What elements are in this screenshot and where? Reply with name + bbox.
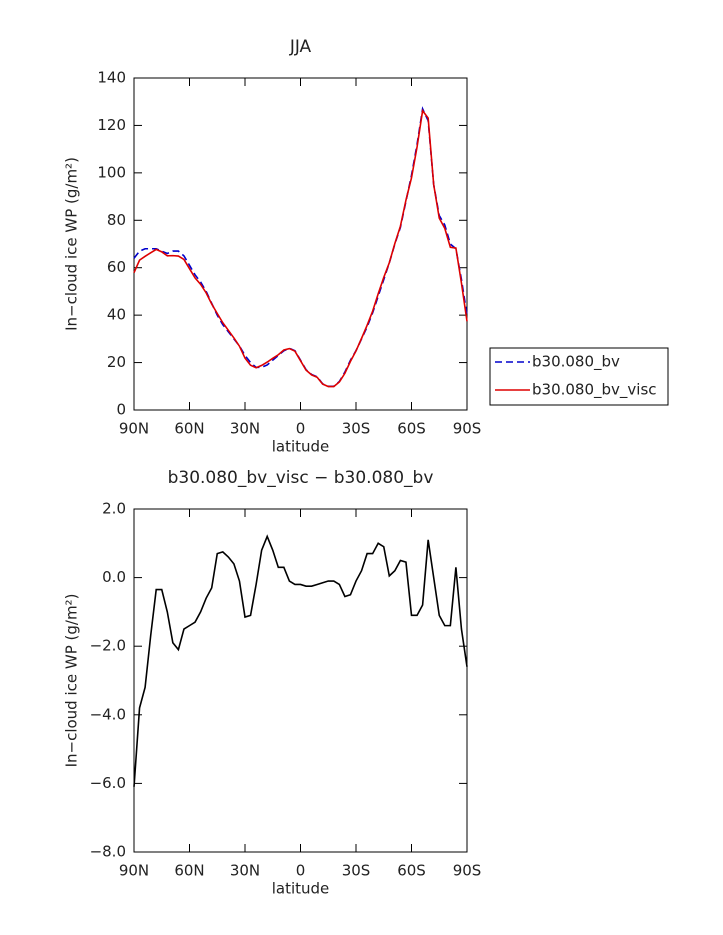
x-axis-label: latitude xyxy=(272,880,330,898)
y-tick-label: 0.0 xyxy=(102,568,126,586)
y-tick-label: −4.0 xyxy=(90,705,126,723)
y-tick-label: 80 xyxy=(107,211,126,229)
y-tick-label: 120 xyxy=(97,116,126,134)
x-tick-label: 90N xyxy=(119,420,149,438)
series-line xyxy=(133,534,468,787)
legend-label: b30.080_bv xyxy=(532,353,620,372)
series-line xyxy=(133,108,468,388)
y-tick-label: 100 xyxy=(97,163,126,181)
x-tick-label: 60N xyxy=(174,420,204,438)
x-tick-label: 90N xyxy=(119,862,149,880)
chart-title: JJA xyxy=(289,37,312,57)
x-tick-label: 90S xyxy=(453,862,482,880)
y-axis-label: In−cloud ice WP (g/m²) xyxy=(63,594,81,768)
x-tick-label: 0 xyxy=(296,862,306,880)
x-tick-label: 60S xyxy=(397,862,426,880)
y-tick-label: 40 xyxy=(107,306,126,324)
y-tick-label: 60 xyxy=(107,258,126,276)
plot-frame xyxy=(133,508,468,853)
x-tick-label: 30S xyxy=(342,420,371,438)
x-tick-label: 30N xyxy=(230,862,260,880)
y-axis-label: In−cloud ice WP (g/m²) xyxy=(63,157,81,331)
legend-box xyxy=(489,347,669,406)
y-tick-label: −2.0 xyxy=(90,637,126,655)
legend-label: b30.080_bv_visc xyxy=(532,381,657,400)
y-tick-label: 20 xyxy=(107,353,126,371)
y-tick-label: −6.0 xyxy=(90,774,126,792)
y-tick-label: 140 xyxy=(97,69,126,87)
x-tick-label: 30S xyxy=(342,862,371,880)
y-tick-label: 2.0 xyxy=(102,500,126,518)
x-tick-label: 0 xyxy=(296,420,306,438)
x-tick-label: 60N xyxy=(174,862,204,880)
y-tick-label: −8.0 xyxy=(90,843,126,861)
chart-title: b30.080_bv_visc − b30.080_bv xyxy=(168,468,434,488)
x-tick-label: 90S xyxy=(453,420,482,438)
y-tick-label: 0 xyxy=(116,401,126,419)
x-axis-label: latitude xyxy=(272,438,330,456)
x-tick-label: 30N xyxy=(230,420,260,438)
x-tick-label: 60S xyxy=(397,420,426,438)
